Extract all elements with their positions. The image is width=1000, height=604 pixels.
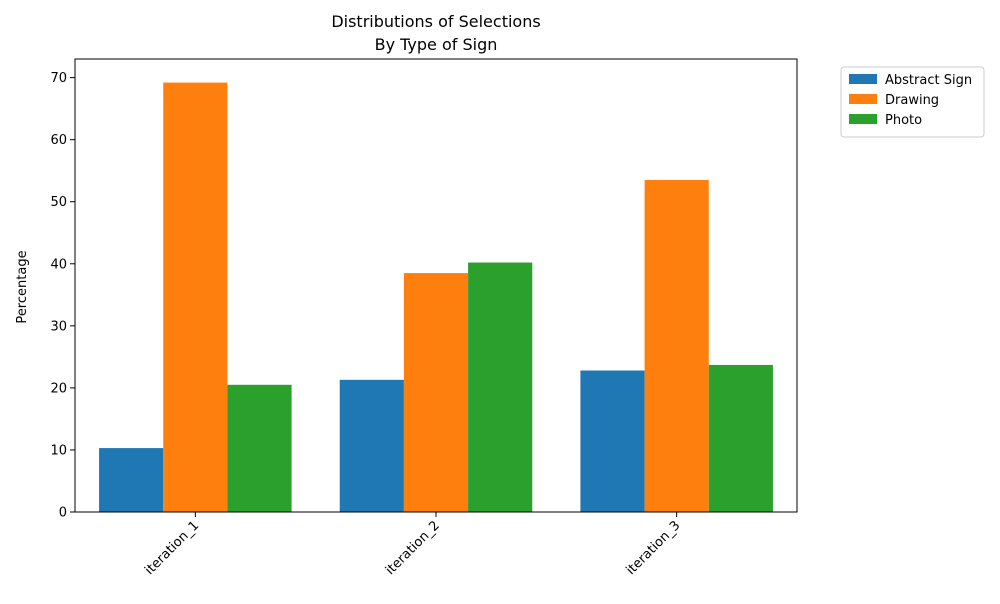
bar-abstract-sign-iteration_1 bbox=[99, 448, 164, 512]
y-ticks-group: 0 10 20 30 40 50 60 70 bbox=[50, 71, 75, 521]
bar-photo-iteration_1 bbox=[227, 384, 292, 512]
legend-swatch bbox=[849, 74, 877, 84]
y-tick-label: 0 bbox=[59, 506, 67, 521]
bar-photo-iteration_3 bbox=[708, 364, 773, 512]
x-tick-label: iteration_3 bbox=[624, 518, 684, 578]
bars-group bbox=[99, 82, 773, 512]
legend: Abstract Sign Drawing Photo bbox=[840, 66, 985, 138]
y-tick-label: 30 bbox=[50, 319, 67, 334]
x-ticks-group: iteration_1 iteration_2 iteration_3 bbox=[142, 512, 683, 578]
x-tick-label: iteration_2 bbox=[383, 518, 443, 578]
bar-drawing-iteration_3 bbox=[644, 180, 709, 512]
y-tick-label: 40 bbox=[50, 257, 67, 272]
bar-abstract-sign-iteration_3 bbox=[580, 370, 645, 512]
chart-title-line2: By Type of Sign bbox=[375, 35, 498, 54]
legend-swatch bbox=[849, 94, 877, 104]
y-tick-label: 60 bbox=[50, 133, 67, 148]
bar-abstract-sign-iteration_2 bbox=[339, 379, 404, 512]
x-tick-label: iteration_1 bbox=[142, 518, 202, 578]
bar-drawing-iteration_2 bbox=[403, 273, 469, 512]
plot-frame bbox=[74, 58, 798, 513]
bar-photo-iteration_2 bbox=[468, 262, 533, 512]
y-tick-label: 20 bbox=[50, 381, 67, 396]
y-axis-label: Percentage bbox=[15, 250, 30, 323]
y-tick-label: 70 bbox=[50, 71, 67, 86]
chart-title-line1: Distributions of Selections bbox=[331, 12, 540, 31]
bar-drawing-iteration_1 bbox=[163, 82, 228, 512]
legend-label: Drawing bbox=[885, 93, 939, 108]
y-tick-label: 10 bbox=[50, 443, 67, 458]
legend-label: Photo bbox=[885, 113, 922, 128]
legend-label: Abstract Sign bbox=[885, 73, 972, 88]
legend-swatch bbox=[849, 114, 877, 124]
y-tick-label: 50 bbox=[50, 195, 67, 210]
